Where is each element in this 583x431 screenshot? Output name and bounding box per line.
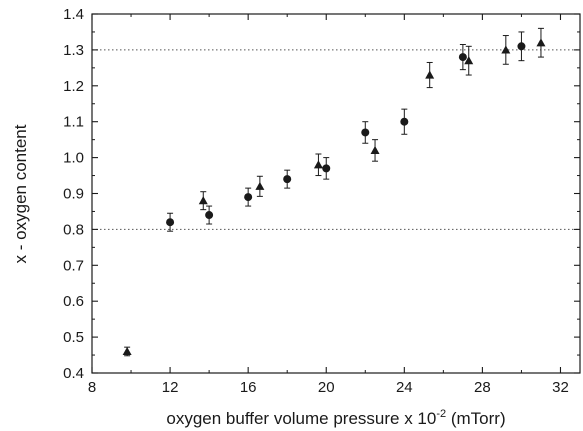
data-point-triangle	[313, 160, 323, 169]
data-markers	[122, 38, 546, 356]
x-axis-title-main: oxygen buffer volume pressure x 10	[166, 409, 436, 428]
data-point-triangle	[370, 145, 380, 155]
y-tick-label: 1.4	[63, 6, 84, 23]
data-point-circle	[458, 53, 467, 62]
plot-frame	[91, 13, 581, 374]
y-tick-label: 1.3	[63, 42, 84, 59]
x-tick-label: 20	[318, 379, 335, 396]
x-tick-label: 8	[88, 379, 96, 396]
data-point-circle	[205, 211, 214, 220]
tick-labels: 8 12 16 20 24 28 32 0.4 0.5 0.6 0.7 0.8 0.9 1.0 1.1 1.2…	[63, 6, 569, 396]
y-axis-title: x - oxygen content	[11, 124, 30, 263]
data-point-triangle	[255, 181, 265, 190]
y-tick-label: 0.7	[63, 257, 84, 274]
data-point-circle	[283, 175, 292, 184]
data-point-circle	[166, 218, 175, 227]
data-point-triangle	[122, 346, 132, 356]
y-tick-label: 0.5	[63, 329, 84, 346]
data-point-circle	[361, 128, 370, 137]
data-point-circle	[244, 193, 253, 202]
x-tick-label: 32	[552, 379, 569, 396]
y-tick-label: 1.2	[63, 78, 84, 95]
data-point-circle	[517, 42, 526, 51]
reference-lines	[92, 49, 580, 230]
data-point-circle	[400, 117, 409, 126]
data-point-circle	[322, 164, 331, 173]
x-axis-title-unit: (mTorr)	[446, 409, 505, 428]
x-axis-title-exponent: -2	[436, 408, 446, 420]
data-point-triangle	[464, 56, 474, 65]
y-tick-label: 1.0	[63, 150, 84, 167]
x-tick-label: 24	[396, 379, 413, 396]
axis-ticks	[91, 13, 580, 374]
y-tick-label: 0.9	[63, 186, 84, 203]
y-tick-label: 1.1	[63, 114, 84, 131]
x-tick-label: 16	[240, 379, 257, 396]
y-tick-label: 0.6	[63, 293, 84, 310]
data-point-triangle	[198, 196, 208, 205]
y-tick-label: 0.4	[63, 365, 84, 382]
y-tick-label: 0.8	[63, 221, 84, 238]
data-point-triangle	[501, 45, 511, 54]
x-tick-label: 28	[474, 379, 491, 396]
error-bars	[124, 27, 544, 357]
x-axis-title: oxygen buffer volume pressure x 10-2 (mT…	[166, 408, 505, 428]
data-point-triangle	[425, 70, 435, 79]
data-point-triangle	[536, 38, 546, 47]
x-tick-label: 12	[162, 379, 179, 396]
